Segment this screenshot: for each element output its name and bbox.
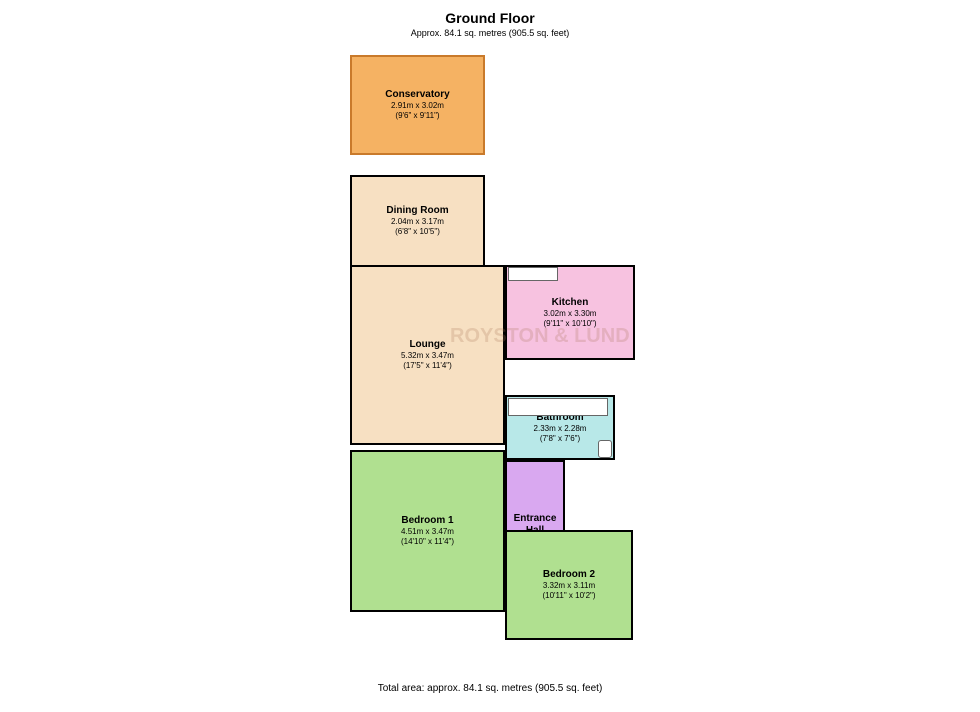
room-label: Conservatory xyxy=(385,89,449,101)
room-dim-feet: (14'10" x 11'4") xyxy=(401,537,454,547)
room-label: Kitchen xyxy=(552,297,589,309)
header: Ground Floor Approx. 84.1 sq. metres (90… xyxy=(0,0,980,38)
room-label: Bedroom 1 xyxy=(401,515,453,527)
room-dim-feet: (9'11" x 10'10") xyxy=(543,319,596,329)
room-dim-metres: 3.32m x 3.11m xyxy=(543,581,595,591)
room-bedroom-1: Bedroom 1 4.51m x 3.47m (14'10" x 11'4") xyxy=(350,450,505,612)
room-dim-feet: (17'5" x 11'4") xyxy=(403,361,452,371)
bathtub-icon xyxy=(508,398,608,416)
room-dim-feet: (9'6" x 9'11") xyxy=(395,111,439,121)
room-dining: Dining Room 2.04m x 3.17m (6'8" x 10'5") xyxy=(350,175,485,265)
kitchen-sink-icon xyxy=(508,267,558,281)
page-title: Ground Floor xyxy=(0,10,980,26)
room-bedroom-2: Bedroom 2 3.32m x 3.11m (10'11" x 10'2") xyxy=(505,530,633,640)
footer-text: Total area: approx. 84.1 sq. metres (905… xyxy=(378,683,603,694)
footer: Total area: approx. 84.1 sq. metres (905… xyxy=(0,683,980,694)
room-dim-feet: (7'8" x 7'6") xyxy=(540,434,580,444)
room-dim-metres: 2.04m x 3.17m xyxy=(391,217,444,227)
room-dim-metres: 2.33m x 2.28m xyxy=(534,424,587,434)
room-dim-feet: (10'11" x 10'2") xyxy=(542,591,595,601)
room-dim-feet: (6'8" x 10'5") xyxy=(395,227,440,237)
room-label: Dining Room xyxy=(386,205,448,217)
room-dim-metres: 2.91m x 3.02m xyxy=(391,101,444,111)
room-dim-metres: 4.51m x 3.47m xyxy=(401,527,454,537)
room-lounge: Lounge 5.32m x 3.47m (17'5" x 11'4") xyxy=(350,265,505,445)
room-label: Lounge xyxy=(409,339,445,351)
floorplan: Conservatory 2.91m x 3.02m (9'6" x 9'11"… xyxy=(330,55,650,655)
room-dim-metres: 3.02m x 3.30m xyxy=(544,309,597,319)
room-label: Bedroom 2 xyxy=(543,569,595,581)
room-conservatory: Conservatory 2.91m x 3.02m (9'6" x 9'11"… xyxy=(350,55,485,155)
toilet-icon xyxy=(598,440,612,458)
room-dim-metres: 5.32m x 3.47m xyxy=(401,351,454,361)
page-subtitle: Approx. 84.1 sq. metres (905.5 sq. feet) xyxy=(0,28,980,38)
